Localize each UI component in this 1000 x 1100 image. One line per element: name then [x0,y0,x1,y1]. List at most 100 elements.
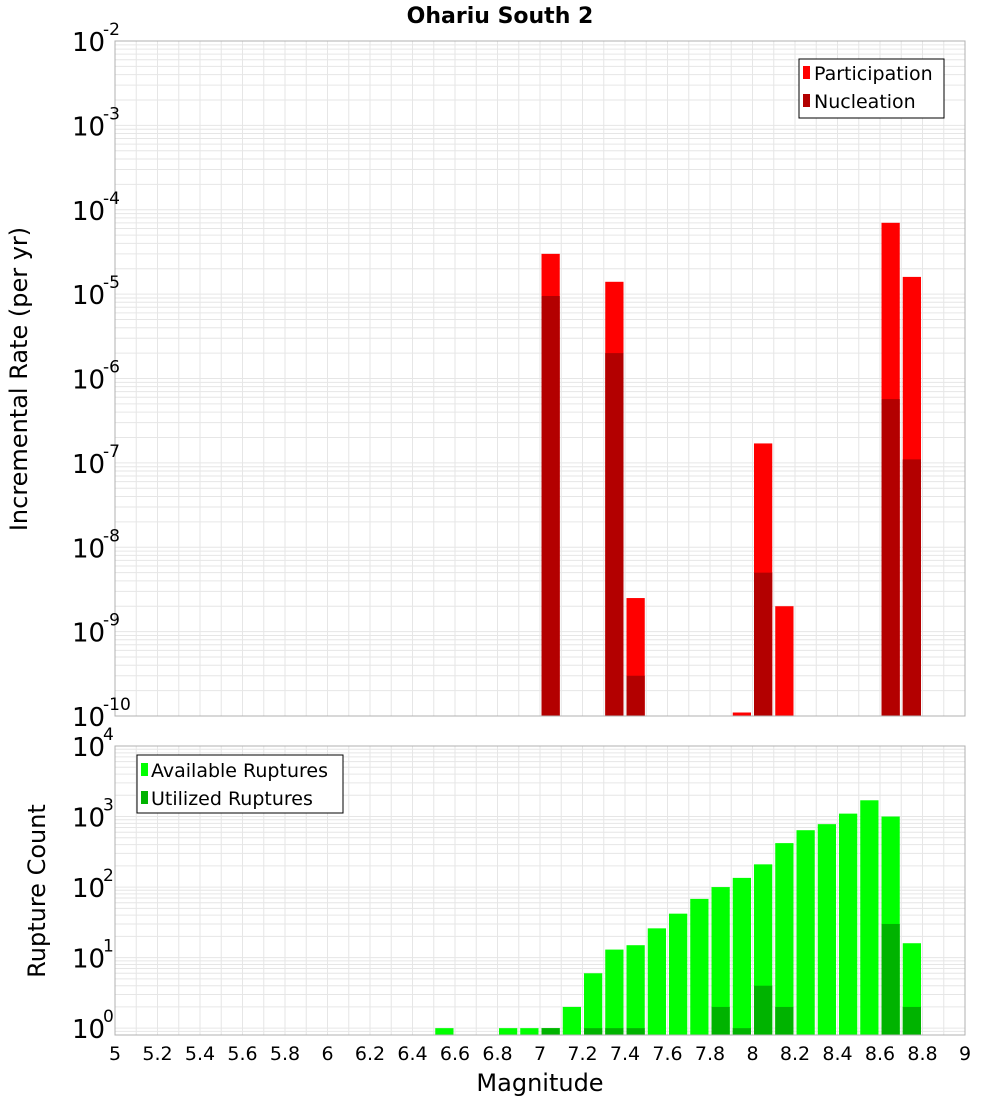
top-plot-border [114,40,966,717]
top-legend: Participation Nucleation [798,58,945,119]
y-tick-exponent: 0 [103,1007,114,1027]
bottom-bar-available-ruptures [711,887,730,1035]
bottom-y-tick: 102 [72,866,114,904]
y-tick-exponent: -4 [103,189,120,209]
bottom-bar-utilized-ruptures [902,1006,921,1035]
top-y-tick: 10-9 [72,611,120,649]
bottom-bar-available-ruptures [690,898,709,1035]
bottom-bar-available-ruptures [669,913,688,1035]
y-tick-exponent: -3 [103,104,120,124]
legend-swatch-utilized [141,791,148,804]
top-bar-nucleation [902,459,921,716]
top-y-tick: 10-6 [72,358,120,396]
bottom-bar-available-ruptures [775,843,794,1035]
legend-swatch-available [141,763,148,776]
bottom-bar-utilized-ruptures [754,985,773,1035]
bottom-y-tick: 104 [72,725,114,763]
x-tick-label: 8.8 [907,1043,937,1065]
bottom-y-axis-label: Rupture Count [23,804,51,978]
x-tick-label: 7.8 [695,1043,725,1065]
y-tick-base: 10 [72,28,105,58]
bottom-bar-available-ruptures [839,813,858,1035]
y-tick-exponent: -2 [103,20,120,40]
bottom-bar-available-ruptures [584,973,603,1035]
x-tick-label: 7.6 [652,1043,682,1065]
y-tick-exponent: 1 [103,937,114,957]
x-tick-label: 8.6 [865,1043,895,1065]
x-tick-label: 6.2 [355,1043,385,1065]
y-tick-base: 10 [72,1015,105,1045]
top-bar-participation [732,712,751,716]
bottom-bar-available-ruptures [626,945,645,1035]
bottom-legend: Available Ruptures Utilized Ruptures [136,754,344,814]
y-tick-base: 10 [72,450,105,480]
top-bar-nucleation [605,353,624,716]
top-y-tick: 10-4 [72,189,120,227]
bottom-legend-box [136,754,344,814]
bottom-bar-utilized-ruptures [732,1028,751,1035]
y-tick-base: 10 [72,366,105,396]
y-tick-base: 10 [72,874,105,904]
bottom-bar-available-ruptures [562,1006,581,1035]
top-y-tick: 10-5 [72,273,120,311]
bottom-bar-available-ruptures [860,800,879,1035]
y-tick-base: 10 [72,534,105,564]
top-y-tick: 10-2 [72,20,120,58]
y-tick-base: 10 [72,281,105,311]
x-tick-labels: 5 5.2 5.4 5.6 5.8 6 6.2 6.4 6.6 6.8 7 7.2 7.4 7.6 7.8 8… [109,1043,971,1065]
y-tick-exponent: 4 [103,725,114,745]
bottom-y-tick: 103 [72,796,114,834]
x-tick-label: 8 [746,1043,758,1065]
bottom-bar-utilized-ruptures [541,1028,560,1035]
bottom-bar-available-ruptures [499,1028,518,1035]
legend-swatch-participation [803,66,810,79]
bottom-bar-available-ruptures [647,928,666,1035]
bottom-bar-available-ruptures [796,830,815,1035]
top-bar-nucleation [541,296,560,716]
top-legend-box [798,58,945,119]
y-tick-base: 10 [72,112,105,142]
bottom-bar-utilized-ruptures [711,1006,730,1035]
x-tick-label: 5.4 [185,1043,215,1065]
bottom-y-tick: 100 [72,1007,114,1045]
top-bars [541,222,921,716]
y-tick-exponent: -5 [103,273,120,293]
x-tick-label: 5.2 [142,1043,172,1065]
y-tick-exponent: -9 [103,611,120,631]
bottom-bars [435,800,921,1035]
top-gridlines [115,41,965,716]
x-tick-label: 9 [959,1043,971,1065]
bottom-bar-available-ruptures [732,877,751,1035]
y-tick-base: 10 [72,733,105,763]
top-bar-nucleation [881,399,900,716]
y-tick-base: 10 [72,945,105,975]
x-tick-label: 5 [109,1043,121,1065]
bottom-bar-available-ruptures [605,949,624,1035]
x-tick-label: 8.2 [780,1043,810,1065]
x-tick-label: 7.2 [567,1043,597,1065]
top-bar-participation [775,606,794,716]
x-tick-label: 7.4 [610,1043,640,1065]
legend-swatch-nucleation [803,94,810,107]
bottom-bar-available-ruptures [435,1028,454,1035]
x-tick-label: 6 [321,1043,333,1065]
top-bar-nucleation [626,675,645,716]
y-tick-exponent: -10 [103,695,131,715]
legend-label-nucleation: Nucleation [814,91,916,113]
chart-title: Ohariu South 2 [407,4,594,29]
top-y-tick: 10-3 [72,104,120,142]
top-bar-nucleation [754,572,773,716]
y-tick-base: 10 [72,703,105,733]
y-tick-exponent: -8 [103,526,120,546]
bottom-y-tick: 101 [72,937,114,975]
x-tick-label: 5.6 [227,1043,257,1065]
y-tick-base: 10 [72,197,105,227]
x-tick-label: 6.8 [482,1043,512,1065]
x-axis-label: Magnitude [476,1069,603,1097]
bottom-bar-utilized-ruptures [605,1028,624,1035]
bottom-bar-available-ruptures [817,824,836,1035]
x-tick-label: 5.8 [270,1043,300,1065]
